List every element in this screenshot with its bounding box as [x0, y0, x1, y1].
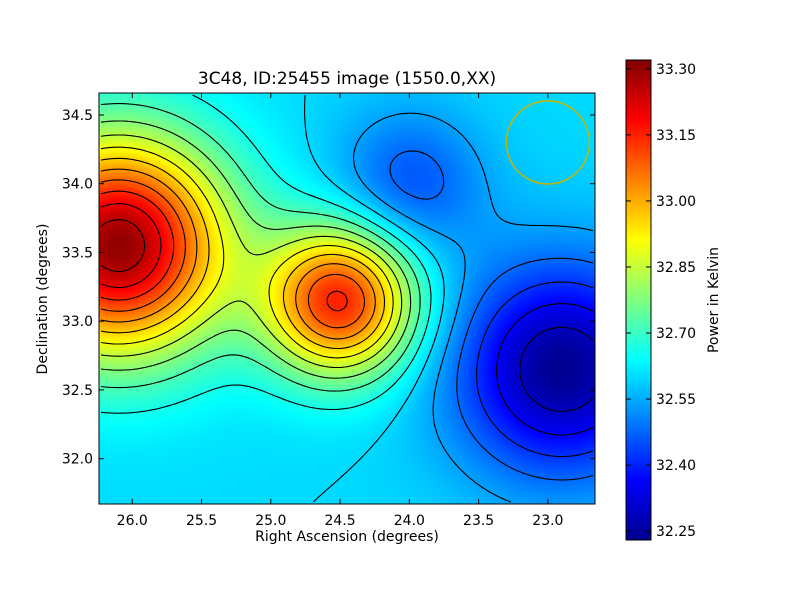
axes-frame [98, 92, 596, 505]
contour-level-15 [100, 203, 162, 289]
x-tick-label: 24.0 [394, 513, 425, 529]
contour-level-16 [100, 219, 146, 273]
contour-level-14 [100, 190, 348, 312]
y-axis: 32.0 32.5 33.0 33.5 34.0 34.5 [62, 108, 595, 468]
colorbar-tick-label: 32.70 [656, 326, 696, 342]
x-tick-label: 23.5 [463, 513, 494, 529]
contour-level-9 [100, 134, 403, 369]
colorbar-tick-label: 32.25 [656, 524, 696, 540]
colorbar-tick-label: 32.55 [656, 392, 696, 408]
colorbar-tick-label: 33.30 [656, 62, 696, 78]
contour-level-6 [100, 94, 432, 414]
colorbar-ticks: 32.25 32.40 32.55 32.70 32.85 33.00 33.15 33.30 [626, 62, 696, 540]
colorbar [625, 59, 652, 541]
y-tick-label: 33.0 [62, 314, 93, 330]
contour-level-13 [100, 179, 366, 329]
colorbar-tick-label: 32.40 [656, 458, 696, 474]
contour-level-2 [476, 281, 594, 458]
contour-level-1 [495, 303, 594, 436]
y-tick-label: 32.0 [62, 452, 93, 468]
contour-level-11 [100, 157, 386, 350]
contour-level-0 [519, 326, 594, 412]
contour-level-8 [100, 120, 412, 379]
colorbar-tick-label: 33.00 [656, 194, 696, 210]
x-tick-label: 25.5 [186, 513, 217, 529]
contour-level-12 [100, 168, 376, 340]
colorbar-tick-label: 32.85 [656, 260, 696, 276]
x-axis: 26.0 25.5 25.0 24.5 24.0 23.5 23.0 [117, 93, 563, 529]
y-tick-label: 32.5 [62, 383, 93, 399]
colorbar-label: Power in Kelvin [706, 247, 722, 353]
y-tick-label: 34.5 [62, 108, 93, 124]
chart-title: 3C48, ID:25455 image (1550.0,XX) [198, 69, 496, 89]
contour-lines [100, 94, 594, 503]
contour-level-7 [100, 103, 421, 392]
heatmap-area [99, 93, 595, 504]
beam-circle [505, 100, 591, 185]
x-tick-label: 26.0 [117, 513, 148, 529]
x-axis-label: Right Ascension (degrees) [255, 529, 439, 545]
colorbar-tick-label: 33.15 [656, 128, 696, 144]
contour-level-5 [304, 94, 445, 503]
y-axis-label: Declination (degrees) [35, 224, 51, 375]
x-tick-label: 25.0 [255, 513, 286, 529]
contour-level-4 [352, 112, 594, 503]
contour-level-3 [389, 150, 594, 481]
y-tick-label: 34.0 [62, 177, 93, 193]
y-tick-label: 33.5 [62, 245, 93, 261]
x-tick-label: 23.0 [532, 513, 563, 529]
contour-level-10 [100, 146, 394, 359]
x-tick-label: 24.5 [324, 513, 355, 529]
